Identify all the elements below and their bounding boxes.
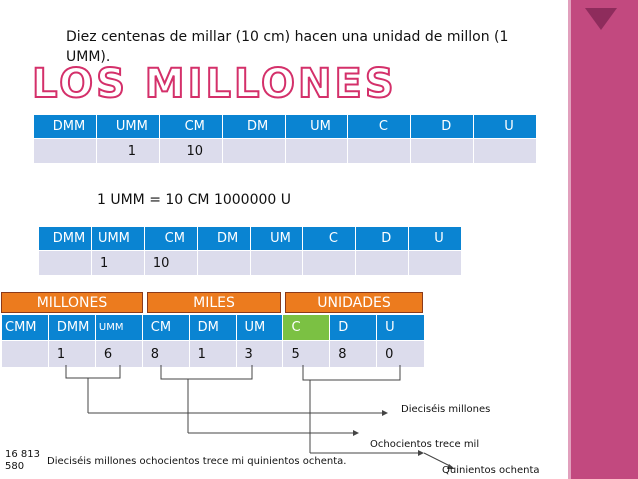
t1-header-u: U [473, 114, 537, 139]
label-ochocientos-trece-mil: Ochocientos trece mil [370, 439, 480, 450]
t2-cell-u [408, 250, 462, 276]
number-line-2: 580 [5, 461, 25, 472]
t1-cell-c [347, 138, 412, 164]
group-miles: MILES [147, 292, 281, 313]
bracket-millones [65, 365, 121, 379]
t2-header-umm: UMM [90, 226, 145, 251]
full-number-text: Dieciséis millones ochocientos trece mi … [47, 456, 347, 467]
t3-cell-d: 8 [329, 340, 378, 368]
t1-cell-cm: 10 [158, 138, 223, 164]
t3-header-dmm: DMM [47, 314, 96, 341]
decorative-sidebar [568, 0, 638, 479]
place-value-table-3: CMM DMM UMM CM DM UM C D U 1 6 8 1 3 5 8… [1, 314, 425, 368]
t3-cell-dmm: 1 [47, 340, 96, 368]
t3-header-d: D [329, 314, 378, 341]
t2-cell-um [249, 250, 304, 276]
t2-header-dm: DM [196, 226, 251, 251]
intro-text: Diez centenas de millar (10 cm) hacen un… [66, 29, 509, 65]
t1-header-c: C [347, 114, 412, 139]
t2-header-dmm: DMM [38, 226, 92, 251]
t3-header-u: U [376, 314, 425, 341]
t2-cell-d [355, 250, 410, 276]
t3-header-umm: UMM [94, 314, 143, 341]
t2-cell-cm: 10 [143, 250, 198, 276]
t3-cell-cmm [1, 340, 49, 368]
t3-cell-c: 5 [282, 340, 331, 368]
t1-header-dmm: DMM [33, 114, 97, 139]
t3-cell-um: 3 [235, 340, 284, 368]
t3-cell-cm: 8 [141, 340, 190, 368]
bracket-miles [160, 365, 253, 380]
t1-cell-d [410, 138, 475, 164]
place-value-table-1: DMM UMM CM DM UM C D U 1 10 [33, 114, 537, 164]
label-dieciseis-millones: Dieciséis millones [401, 404, 491, 415]
t2-header-cm: CM [143, 226, 198, 251]
number-line-1: 16 813 [5, 449, 40, 460]
t3-cell-u: 0 [376, 340, 425, 368]
t2-header-um: UM [249, 226, 304, 251]
t1-cell-u [473, 138, 537, 164]
t2-cell-dmm [38, 250, 92, 276]
t2-cell-dm [196, 250, 251, 276]
t1-cell-um [284, 138, 349, 164]
page-title: LOS MILLONES [31, 61, 397, 107]
t1-cell-dmm [33, 138, 97, 164]
group-unidades: UNIDADES [285, 292, 423, 313]
t1-header-umm: UMM [95, 114, 160, 139]
t1-cell-dm [221, 138, 286, 164]
sidebar-strip [568, 0, 571, 479]
place-value-table-2: DMM UMM CM DM UM C D U 1 10 [38, 226, 462, 276]
t2-cell-umm: 1 [90, 250, 145, 276]
t3-header-um: UM [235, 314, 284, 341]
t1-header-d: D [410, 114, 475, 139]
equation-text: 1 UMM = 10 CM 1000000 U [97, 192, 292, 208]
t1-cell-umm: 1 [95, 138, 160, 164]
t3-cell-umm: 6 [94, 340, 143, 368]
t3-cell-dm: 1 [188, 340, 237, 368]
t3-header-c: C [282, 314, 331, 341]
sidebar-mark-icon [585, 8, 617, 30]
bracket-unidades [302, 365, 401, 381]
group-millones: MILLONES [1, 292, 143, 313]
t1-header-dm: DM [221, 114, 286, 139]
label-quinientos-ochenta: Quinientos ochenta [442, 465, 540, 476]
